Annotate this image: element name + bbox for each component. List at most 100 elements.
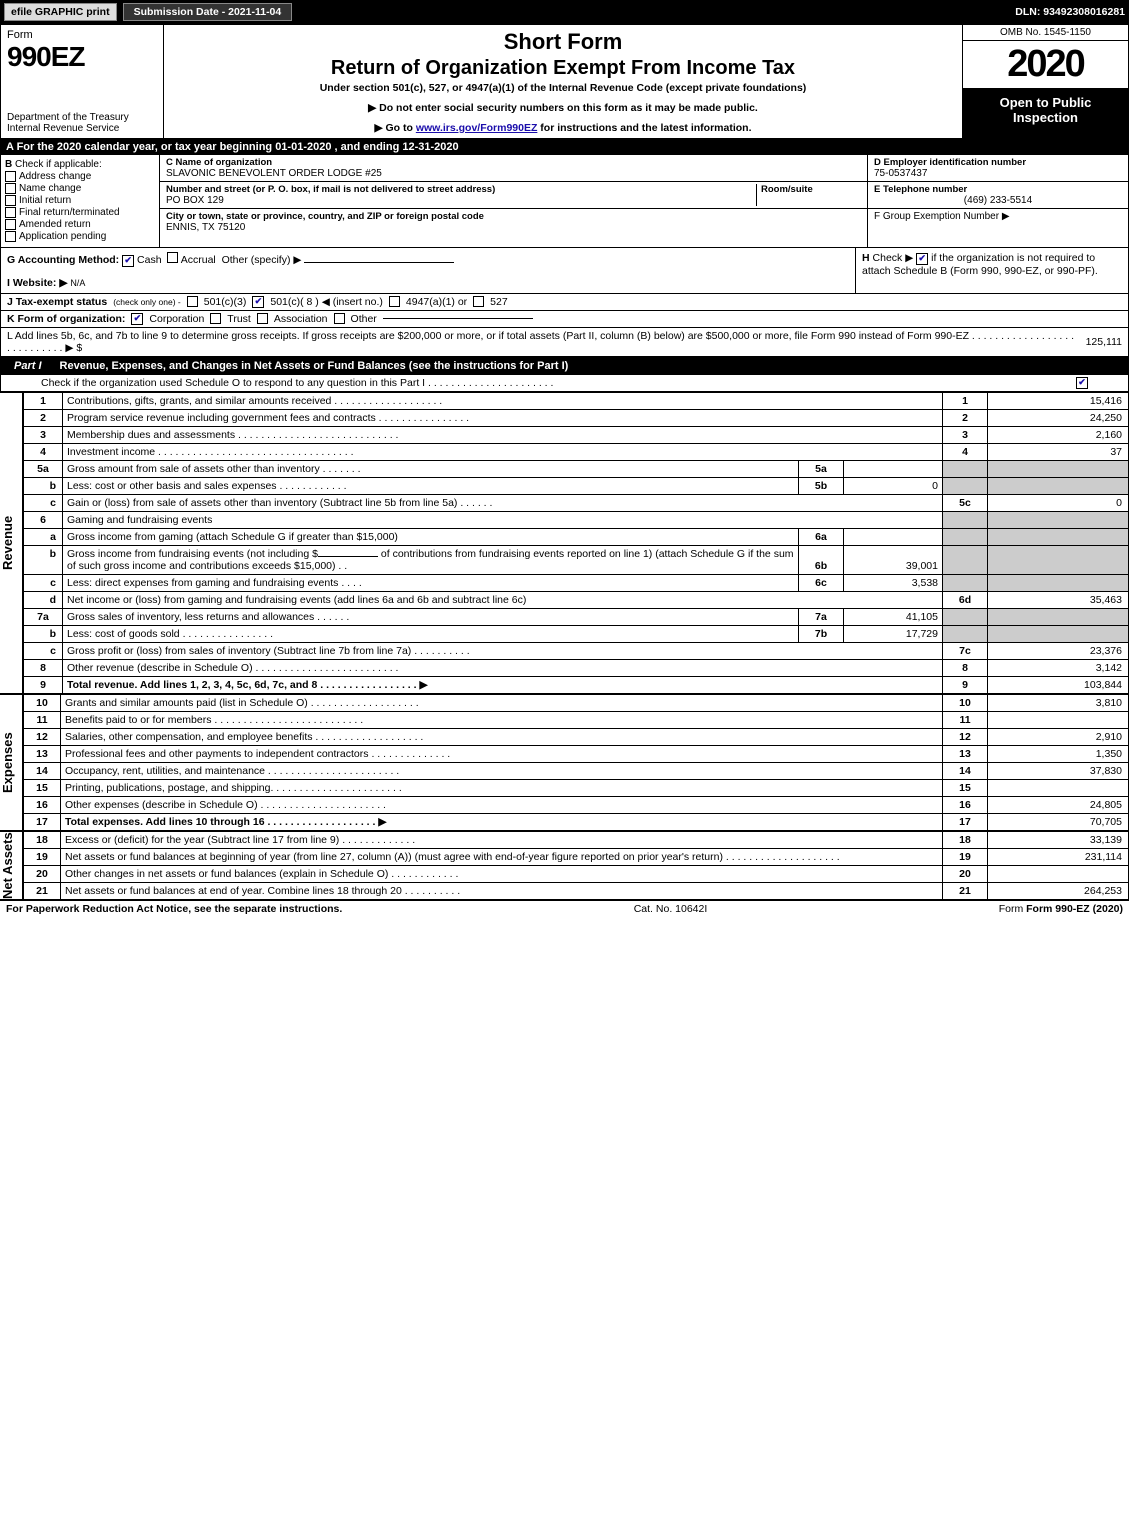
omb-number: OMB No. 1545-1150 bbox=[963, 25, 1128, 41]
line-num: 6 bbox=[24, 511, 63, 528]
line-amount-grey bbox=[988, 460, 1129, 477]
trust-checkbox[interactable] bbox=[210, 313, 221, 324]
submission-date-button[interactable]: Submission Date - 2021-11-04 bbox=[123, 3, 293, 21]
revenue-section: Revenue 1Contributions, gifts, grants, a… bbox=[0, 392, 1129, 694]
inner-box: 7b bbox=[799, 625, 844, 642]
other-org-label: Other bbox=[351, 313, 377, 325]
application-pending-checkbox[interactable] bbox=[5, 231, 16, 242]
501c-label: 501(c)( 8 ) ◀ (insert no.) bbox=[270, 296, 383, 308]
amended-return-checkbox[interactable] bbox=[5, 219, 16, 230]
footer-right: Form Form 990-EZ (2020) bbox=[999, 903, 1123, 915]
line-amount: 1,350 bbox=[988, 745, 1129, 762]
line-subnum: c bbox=[24, 494, 63, 511]
final-return-checkbox[interactable] bbox=[5, 207, 16, 218]
line-box-grey bbox=[943, 608, 988, 625]
line-desc: Gross income from gaming (attach Schedul… bbox=[63, 528, 799, 545]
line-num: 21 bbox=[24, 882, 61, 899]
revenue-side-label: Revenue bbox=[0, 392, 23, 694]
line-num: 9 bbox=[24, 676, 63, 693]
footer-mid: Cat. No. 10642I bbox=[634, 903, 708, 915]
subtitle: Under section 501(c), 527, or 4947(a)(1)… bbox=[172, 82, 954, 94]
phone-label: E Telephone number bbox=[874, 184, 1122, 195]
schedule-b-checkbox[interactable]: ✔ bbox=[916, 253, 928, 265]
501c3-checkbox[interactable] bbox=[187, 296, 198, 307]
line-desc: Benefits paid to or for members . . . . … bbox=[61, 711, 943, 728]
line-amount: 3,810 bbox=[988, 694, 1129, 711]
accounting-schedule-row: G Accounting Method: ✔ Cash Accrual Othe… bbox=[0, 248, 1129, 294]
other-specify-input[interactable] bbox=[304, 262, 454, 263]
l-value: 125,111 bbox=[1086, 336, 1122, 348]
line-amount-grey bbox=[988, 608, 1129, 625]
association-checkbox[interactable] bbox=[257, 313, 268, 324]
netassets-section: Net Assets 18Excess or (deficit) for the… bbox=[0, 831, 1129, 900]
room-suite-label: Room/suite bbox=[761, 184, 861, 195]
line-desc: Total expenses. Add lines 10 through 16 … bbox=[61, 813, 943, 830]
line-amount: 35,463 bbox=[988, 591, 1129, 608]
inner-amount: 41,105 bbox=[844, 608, 943, 625]
inner-box: 6b bbox=[799, 545, 844, 574]
line-box-grey bbox=[943, 460, 988, 477]
cash-checkbox[interactable]: ✔ bbox=[122, 255, 134, 267]
line-desc: Other expenses (describe in Schedule O) … bbox=[61, 796, 943, 813]
line-amount: 33,139 bbox=[988, 831, 1129, 848]
501c-checkbox[interactable]: ✔ bbox=[252, 296, 264, 308]
address-change-checkbox[interactable] bbox=[5, 171, 16, 182]
line-desc: Gross amount from sale of assets other t… bbox=[63, 460, 799, 477]
part1-schedule-o-checkbox[interactable]: ✔ bbox=[1076, 377, 1088, 389]
c-name-label: C Name of organization bbox=[166, 157, 861, 168]
line-num: 5a bbox=[24, 460, 63, 477]
form-code: 990EZ bbox=[7, 41, 157, 73]
line-desc: Excess or (deficit) for the year (Subtra… bbox=[61, 831, 943, 848]
line-amount: 37,830 bbox=[988, 762, 1129, 779]
name-change-checkbox[interactable] bbox=[5, 183, 16, 194]
g-label: G Accounting Method: bbox=[7, 254, 119, 266]
line-num: 3 bbox=[24, 426, 63, 443]
part1-label: Part I bbox=[6, 360, 50, 372]
initial-return-checkbox[interactable] bbox=[5, 195, 16, 206]
line-subnum: d bbox=[24, 591, 63, 608]
ssn-warning: ▶ Do not enter social security numbers o… bbox=[172, 102, 954, 114]
part1-header: Part I Revenue, Expenses, and Changes in… bbox=[0, 357, 1129, 375]
accrual-label: Accrual bbox=[181, 254, 216, 266]
line-amount: 23,376 bbox=[988, 642, 1129, 659]
line-desc: Salaries, other compensation, and employ… bbox=[61, 728, 943, 745]
org-name: SLAVONIC BENEVOLENT ORDER LODGE #25 bbox=[166, 168, 861, 179]
amended-return-label: Amended return bbox=[19, 219, 91, 230]
line-desc: Net income or (loss) from gaming and fun… bbox=[63, 591, 943, 608]
line-box: 7c bbox=[943, 642, 988, 659]
contrib-amount-input[interactable] bbox=[318, 556, 378, 557]
line-amount: 103,844 bbox=[988, 676, 1129, 693]
line-box: 18 bbox=[943, 831, 988, 848]
527-checkbox[interactable] bbox=[473, 296, 484, 307]
4947a1-checkbox[interactable] bbox=[389, 296, 400, 307]
line-amount: 37 bbox=[988, 443, 1129, 460]
part1-schedule-o-text: Check if the organization used Schedule … bbox=[41, 377, 553, 389]
expenses-table: 10Grants and similar amounts paid (list … bbox=[23, 694, 1129, 831]
ein-label: D Employer identification number bbox=[874, 157, 1122, 168]
application-pending-label: Application pending bbox=[19, 231, 106, 242]
irs-link[interactable]: www.irs.gov/Form990EZ bbox=[416, 122, 538, 134]
inner-box: 6a bbox=[799, 528, 844, 545]
association-label: Association bbox=[274, 313, 328, 325]
line-amount: 3,142 bbox=[988, 659, 1129, 676]
line-subnum: b bbox=[24, 545, 63, 574]
inner-amount bbox=[844, 460, 943, 477]
line-amount: 24,805 bbox=[988, 796, 1129, 813]
inner-amount: 17,729 bbox=[844, 625, 943, 642]
cash-label: Cash bbox=[137, 254, 162, 266]
line-box: 20 bbox=[943, 865, 988, 882]
initial-return-label: Initial return bbox=[19, 195, 71, 206]
accrual-checkbox[interactable] bbox=[167, 252, 178, 263]
501c3-label: 501(c)(3) bbox=[204, 296, 247, 308]
line-desc: Gross profit or (loss) from sales of inv… bbox=[63, 642, 943, 659]
corporation-checkbox[interactable]: ✔ bbox=[131, 313, 143, 325]
inner-box: 6c bbox=[799, 574, 844, 591]
city-value: ENNIS, TX 75120 bbox=[166, 222, 861, 233]
other-org-input[interactable] bbox=[383, 318, 533, 319]
line-amount-grey bbox=[988, 477, 1129, 494]
other-org-checkbox[interactable] bbox=[334, 313, 345, 324]
inner-box: 7a bbox=[799, 608, 844, 625]
efile-print-button[interactable]: efile GRAPHIC print bbox=[4, 3, 117, 21]
4947a1-label: 4947(a)(1) or bbox=[406, 296, 467, 308]
line-desc: Net assets or fund balances at end of ye… bbox=[61, 882, 943, 899]
